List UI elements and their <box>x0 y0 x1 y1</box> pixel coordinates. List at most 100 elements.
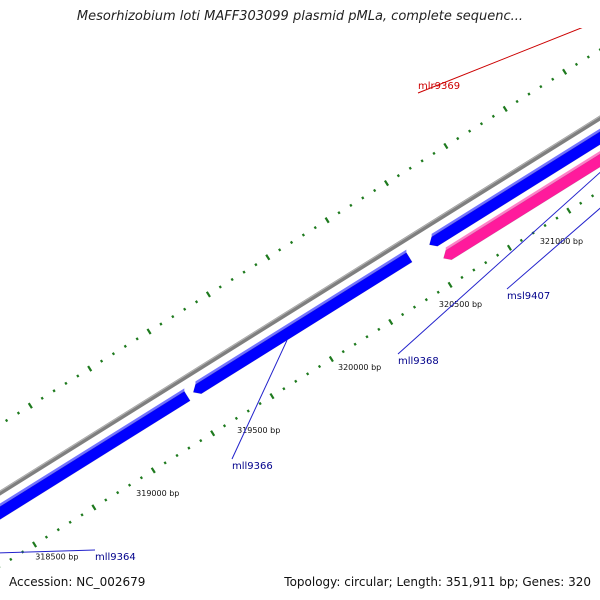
outer-scale-tick <box>159 322 163 326</box>
outer-scale-tick <box>265 254 271 261</box>
outer-scale-tick <box>146 328 152 335</box>
inner-scale-tick <box>104 498 108 502</box>
backbone-highlight <box>0 115 600 492</box>
outer-scale-tick <box>99 359 104 363</box>
outer-scale-tick <box>64 381 68 386</box>
inner-scale-tick <box>199 439 203 443</box>
msl9407-label[interactable]: msl9407 <box>507 291 550 302</box>
inner-scale-tick <box>424 298 428 302</box>
outer-scale-tick <box>456 136 460 141</box>
mll9366-label-leader <box>231 339 288 460</box>
outer-scale-tick <box>289 240 294 245</box>
mll9368-gene-bevel <box>445 151 600 251</box>
inner-scale-tick <box>44 535 49 539</box>
outer-scale-tick <box>218 285 222 289</box>
inner-scale-tick <box>388 318 394 326</box>
inner-scale-tick <box>127 483 132 487</box>
outer-scale-tick <box>383 179 390 187</box>
inner-scale-tick <box>377 327 381 332</box>
outer-scale-tick <box>27 402 33 409</box>
inner-scale-tick <box>472 268 476 272</box>
backbone-line <box>0 115 600 496</box>
inner-scale-tick <box>116 490 120 495</box>
mll9364-label[interactable]: mll9364 <box>95 552 136 563</box>
inner-scale-tick <box>175 453 179 458</box>
inner-scale-tick <box>282 387 286 391</box>
msl9407-label-leader <box>506 207 600 290</box>
outer-scale-tick <box>396 174 400 178</box>
outer-scale-tick <box>432 151 436 156</box>
mlr9369-label[interactable]: mlr9369 <box>418 81 460 92</box>
mll9364-gene[interactable] <box>0 390 191 570</box>
outer-scale-tick <box>16 411 21 415</box>
outer-scale-tick <box>183 307 187 311</box>
outer-scale-tick <box>586 55 590 59</box>
inner-scale-tick <box>365 335 369 339</box>
outer-scale-tick <box>574 62 579 67</box>
outer-scale-tick <box>171 314 175 319</box>
outer-scale-tick <box>443 142 449 150</box>
outer-scale-tick <box>468 129 472 133</box>
outer-scale-tick <box>254 263 258 267</box>
inner-scale-tick <box>590 194 595 198</box>
inner-scale-tick <box>447 281 453 288</box>
tick-label: 319000 bp <box>136 489 179 498</box>
inner-scale-tick <box>579 201 583 205</box>
mll9364-gene-bevel <box>0 388 185 507</box>
outer-scale-tick <box>551 77 555 81</box>
outer-scale-tick <box>135 337 139 341</box>
inner-scale-tick <box>269 393 275 400</box>
mlr9369-label-leader <box>417 28 583 94</box>
outer-scale-tick <box>278 248 282 252</box>
outer-scale-tick <box>337 211 341 215</box>
inner-scale-tick <box>412 305 417 309</box>
inner-scale-tick <box>187 446 191 450</box>
inner-scale-tick <box>150 467 156 474</box>
inner-scale-tick <box>566 207 572 214</box>
tick-label: 320000 bp <box>338 363 381 372</box>
map-layer: 318500 bp 319000 bp 319500 bp 320000 bp 3205… <box>0 9 600 570</box>
inner-scale-tick <box>210 430 216 437</box>
mll9366-label[interactable]: mll9366 <box>232 461 273 472</box>
mll9368-gene[interactable] <box>443 9 600 261</box>
inner-scale-tick <box>436 290 440 294</box>
outer-scale-tick <box>324 217 330 224</box>
inner-scale-tick <box>56 528 60 532</box>
outer-scale-tick <box>76 374 80 378</box>
inner-scale-tick <box>543 223 547 228</box>
inner-scale-tick <box>32 541 38 548</box>
tick-label: 319500 bp <box>237 426 280 435</box>
outer-scale-tick <box>313 225 317 230</box>
outer-scale-tick <box>420 159 424 163</box>
inner-scale-tick <box>80 513 84 517</box>
inner-scale-tick <box>294 379 298 383</box>
outer-scale-tick <box>205 291 211 298</box>
unlabeled-reverse-gene-gene-bevel <box>431 128 600 237</box>
unlabeled-reverse-gene-gene[interactable] <box>429 19 600 247</box>
inner-scale-tick <box>341 349 345 354</box>
topology-summary: Topology: circular; Length: 351,911 bp; … <box>284 575 591 589</box>
tick-label: 318500 bp <box>35 552 78 561</box>
inner-scale-tick <box>9 557 13 561</box>
outer-scale-tick <box>230 277 234 282</box>
outer-scale-tick <box>539 85 543 89</box>
mll9368-label-leader <box>397 171 600 355</box>
outer-scale-tick <box>123 344 127 348</box>
outer-scale-tick <box>40 396 44 400</box>
inner-scale-tick <box>519 238 523 242</box>
mll9366-gene[interactable] <box>192 252 413 395</box>
outer-scale-tick <box>491 114 495 118</box>
inner-scale-tick <box>306 372 310 376</box>
inner-scale-tick <box>495 253 500 257</box>
inner-scale-tick <box>222 424 227 428</box>
mll9368-label[interactable]: mll9368 <box>398 356 439 367</box>
outer-scale-tick <box>373 188 377 193</box>
inner-scale-tick <box>353 342 357 346</box>
outer-scale-tick <box>502 105 508 113</box>
inner-scale-tick <box>317 364 322 369</box>
outer-scale-tick <box>562 68 568 75</box>
inner-scale-tick <box>555 216 559 220</box>
outer-scale-tick <box>87 365 93 372</box>
mll9366-gene-bevel <box>195 249 407 385</box>
